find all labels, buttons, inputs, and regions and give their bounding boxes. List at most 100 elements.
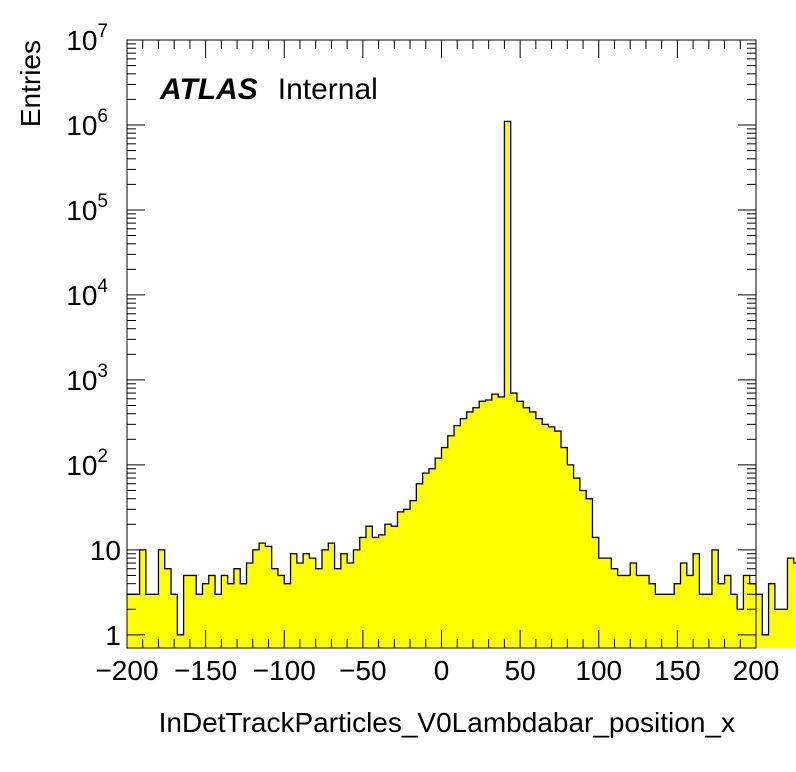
histogram-bin bbox=[523, 407, 530, 648]
histogram-bin bbox=[711, 549, 719, 648]
y-tick-label: 1 bbox=[105, 620, 121, 651]
histogram-bin bbox=[693, 553, 700, 648]
histogram-bin bbox=[208, 575, 216, 648]
histogram-bin bbox=[196, 594, 203, 648]
histogram-bin bbox=[542, 424, 549, 648]
histogram-bin bbox=[422, 473, 430, 648]
histogram-bin bbox=[749, 583, 757, 648]
histogram-bin bbox=[189, 575, 197, 648]
histogram-bin bbox=[164, 568, 172, 648]
histogram-bin bbox=[428, 468, 436, 648]
histogram-bin bbox=[567, 464, 574, 648]
x-tick-label: −50 bbox=[339, 655, 387, 686]
histogram-bin bbox=[787, 558, 795, 648]
histogram-bin bbox=[397, 511, 405, 648]
histogram-bin bbox=[649, 583, 656, 648]
x-tick-label: 0 bbox=[434, 655, 450, 686]
histogram-bin bbox=[233, 568, 241, 648]
atlas-label: ATLAS Internal bbox=[159, 73, 378, 106]
x-tick-labels: −200 −150 −100 −50 0 50 100 150 200 bbox=[95, 655, 779, 686]
histogram-bin bbox=[441, 447, 449, 648]
histogram-bin bbox=[535, 418, 543, 648]
x-tick-label: −150 bbox=[174, 655, 237, 686]
histogram-bin bbox=[460, 418, 467, 648]
histogram-bin bbox=[290, 553, 298, 648]
histogram-bin bbox=[221, 575, 228, 648]
x-tick-label: −200 bbox=[95, 655, 158, 686]
histogram-bin bbox=[510, 393, 518, 648]
atlas-label-bold: ATLAS bbox=[159, 73, 258, 106]
histogram-bin bbox=[611, 568, 618, 648]
histogram-bin bbox=[152, 594, 159, 648]
histogram-bars bbox=[127, 120, 796, 648]
histogram-bin bbox=[378, 534, 386, 648]
histogram-bin bbox=[592, 537, 600, 648]
histogram-bin bbox=[491, 394, 499, 648]
x-tick-label: 200 bbox=[733, 655, 780, 686]
histogram-bin bbox=[586, 498, 593, 648]
histogram-bin bbox=[579, 490, 587, 648]
histogram-bin bbox=[435, 458, 442, 648]
histogram-bin bbox=[215, 594, 222, 648]
histogram-bin bbox=[636, 575, 644, 648]
histogram-bin bbox=[623, 575, 631, 648]
histogram-bin bbox=[328, 543, 335, 648]
y-tick-label: 106 bbox=[66, 106, 108, 141]
histogram-bin bbox=[284, 583, 291, 648]
histogram-bin bbox=[598, 558, 606, 648]
histogram-bin bbox=[177, 634, 184, 648]
histogram-bin bbox=[133, 594, 140, 648]
histogram-bin bbox=[158, 549, 166, 648]
histogram-bin bbox=[630, 563, 637, 648]
histogram-bin bbox=[277, 575, 285, 648]
histogram-bin bbox=[529, 411, 537, 648]
histogram-bin bbox=[384, 524, 392, 648]
y-tick-label: 10 bbox=[90, 535, 121, 566]
histogram-bin bbox=[359, 537, 367, 648]
histogram-bin bbox=[554, 431, 562, 648]
histogram-bin bbox=[655, 594, 662, 648]
histogram-bin bbox=[296, 563, 304, 648]
histogram-bin bbox=[504, 121, 511, 648]
histogram-bin bbox=[686, 575, 694, 648]
histogram-bin bbox=[674, 583, 681, 648]
histogram-bin bbox=[372, 537, 379, 648]
histogram-bin bbox=[315, 568, 323, 648]
histogram-bin bbox=[724, 575, 732, 648]
histogram-bin bbox=[561, 447, 568, 648]
histogram-bin bbox=[548, 426, 556, 648]
histogram-bin bbox=[309, 558, 316, 648]
histogram-bin bbox=[699, 594, 706, 648]
histogram-bin bbox=[485, 400, 493, 648]
histogram-bin bbox=[366, 526, 373, 648]
histogram-bin bbox=[680, 563, 688, 648]
x-tick-label: 100 bbox=[575, 655, 622, 686]
histogram-bin bbox=[240, 583, 247, 648]
histogram-bin bbox=[718, 583, 725, 648]
histogram-bin bbox=[756, 594, 763, 648]
y-tick-label: 103 bbox=[66, 361, 108, 396]
histogram-bin bbox=[353, 549, 361, 648]
histogram-bin bbox=[743, 575, 751, 648]
histogram-bin bbox=[145, 594, 153, 648]
histogram-bin bbox=[265, 546, 272, 648]
x-tick-label: −100 bbox=[253, 655, 316, 686]
histogram-bin bbox=[454, 425, 461, 648]
histogram-bin bbox=[321, 549, 329, 648]
histogram-bin bbox=[303, 553, 310, 648]
histogram-bin bbox=[403, 509, 411, 648]
histogram-bin bbox=[498, 396, 505, 648]
histogram-bin bbox=[252, 549, 260, 648]
histogram-bin bbox=[472, 407, 480, 648]
histogram-bin bbox=[340, 553, 348, 648]
histogram-bin bbox=[642, 575, 650, 648]
histogram-bin bbox=[202, 583, 210, 648]
histogram-bin bbox=[605, 558, 612, 648]
histogram-bin bbox=[183, 575, 191, 648]
histogram-outline bbox=[127, 120, 796, 636]
y-axis-label: Entries bbox=[15, 40, 46, 127]
histogram-bin bbox=[705, 594, 713, 648]
atlas-label-status: Internal bbox=[278, 73, 378, 106]
histogram-bin bbox=[410, 500, 417, 648]
histogram-bin bbox=[416, 483, 423, 648]
